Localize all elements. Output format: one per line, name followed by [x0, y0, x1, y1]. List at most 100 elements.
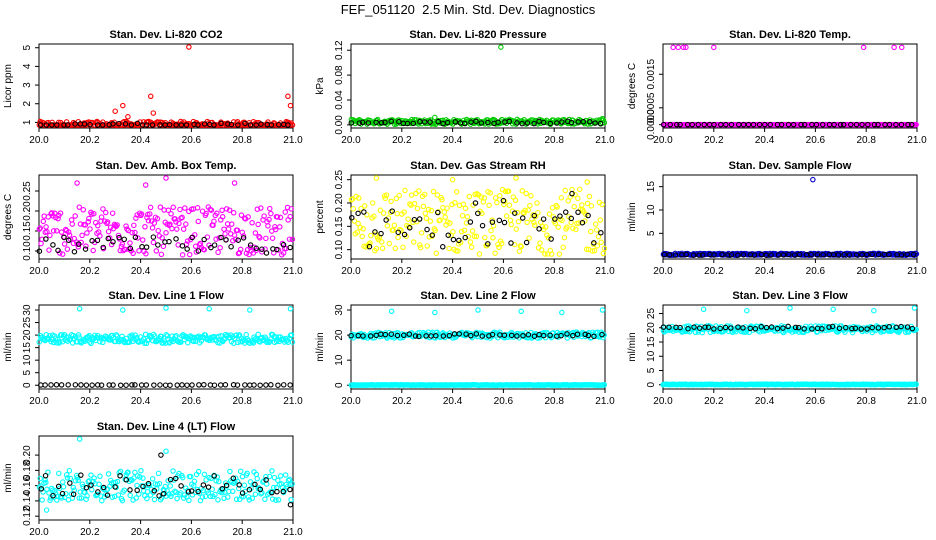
- data-point: [497, 193, 503, 199]
- data-point: [253, 245, 260, 252]
- x-tick-label: 21.0: [283, 135, 303, 146]
- data-point: [785, 121, 792, 128]
- data-point: [173, 219, 179, 225]
- x-tick-label: 20.0: [29, 266, 49, 277]
- data-point: [247, 242, 254, 248]
- data-point: [762, 121, 768, 128]
- y-tick-label: 0.10: [22, 241, 33, 261]
- data-point: [242, 382, 248, 388]
- data-point: [97, 233, 103, 239]
- data-point: [167, 382, 173, 388]
- data-point: [167, 339, 173, 345]
- y-tick-label: 0.12: [334, 40, 345, 60]
- data-point: [113, 332, 120, 338]
- data-point: [119, 497, 126, 504]
- data-point: [168, 211, 174, 217]
- data-point: [391, 222, 398, 228]
- data-point: [50, 228, 57, 234]
- data-point: [492, 195, 499, 201]
- data-point: [560, 244, 566, 251]
- data-point: [367, 333, 374, 339]
- outlier-point: [285, 93, 291, 100]
- data-point: [234, 227, 241, 234]
- series-all: [660, 44, 919, 128]
- y-tick-label: 5: [22, 369, 33, 375]
- data-point: [411, 200, 418, 207]
- y-axis-label: ml/min: [627, 202, 638, 231]
- data-point: [908, 121, 915, 128]
- data-point: [149, 476, 156, 482]
- data-point: [230, 488, 236, 495]
- data-point: [45, 214, 51, 220]
- data-point: [100, 484, 107, 491]
- series-selected: [38, 452, 294, 508]
- data-point: [422, 210, 429, 217]
- data-point: [129, 229, 135, 236]
- y-axis-label: ml/min: [627, 332, 638, 361]
- y-tick-label: 0.20: [22, 201, 33, 221]
- y-tick-label: 0.15: [22, 221, 33, 241]
- data-point: [545, 235, 552, 241]
- data-point: [568, 215, 575, 222]
- data-point: [183, 221, 189, 227]
- data-point: [401, 332, 407, 339]
- data-point: [406, 225, 413, 231]
- outlier-point: [43, 507, 50, 513]
- data-point: [168, 493, 174, 499]
- data-point: [129, 382, 135, 388]
- data-point: [145, 480, 152, 487]
- data-point: [266, 473, 273, 480]
- data-point: [53, 340, 60, 346]
- data-point: [228, 121, 235, 128]
- data-point: [661, 251, 668, 258]
- data-point: [355, 210, 361, 217]
- data-point: [524, 120, 531, 126]
- data-point: [235, 237, 241, 243]
- data-point: [677, 121, 683, 128]
- data-point: [584, 200, 591, 207]
- data-point: [99, 122, 106, 128]
- y-axis-label: degrees C: [627, 63, 638, 109]
- x-tick-label: 20.0: [29, 396, 49, 407]
- data-point: [208, 207, 215, 213]
- data-point: [905, 121, 911, 128]
- data-point: [241, 482, 248, 489]
- data-point: [272, 226, 279, 233]
- data-point: [88, 340, 94, 347]
- data-point: [361, 209, 367, 215]
- data-point: [389, 208, 395, 214]
- y-tick-label: 0.04: [334, 90, 345, 110]
- data-point: [537, 240, 543, 246]
- data-point: [349, 196, 356, 202]
- data-point: [562, 209, 569, 215]
- x-tick-label: 20.8: [856, 266, 876, 277]
- data-point: [262, 496, 268, 503]
- data-point: [234, 382, 241, 388]
- data-point: [405, 216, 411, 222]
- data-point: [58, 229, 65, 235]
- data-point: [50, 339, 57, 346]
- data-point: [89, 382, 95, 388]
- data-point: [585, 332, 592, 339]
- data-point: [558, 332, 564, 339]
- data-point: [404, 120, 411, 127]
- data-point: [599, 331, 605, 338]
- data-point: [247, 122, 254, 128]
- data-point: [67, 475, 74, 482]
- data-point: [123, 382, 129, 388]
- data-point: [520, 332, 526, 339]
- data-point: [418, 230, 425, 236]
- data-point: [288, 206, 294, 212]
- data-point: [140, 475, 146, 481]
- data-point: [78, 382, 84, 388]
- data-point: [585, 212, 591, 219]
- data-point: [456, 331, 462, 337]
- data-point: [372, 229, 378, 235]
- data-point: [378, 120, 385, 126]
- data-point: [202, 493, 209, 500]
- data-point: [273, 497, 279, 503]
- panel-title: Stan. Dev. Line 3 Flow: [732, 290, 848, 302]
- data-point: [735, 252, 741, 258]
- data-point: [63, 490, 69, 497]
